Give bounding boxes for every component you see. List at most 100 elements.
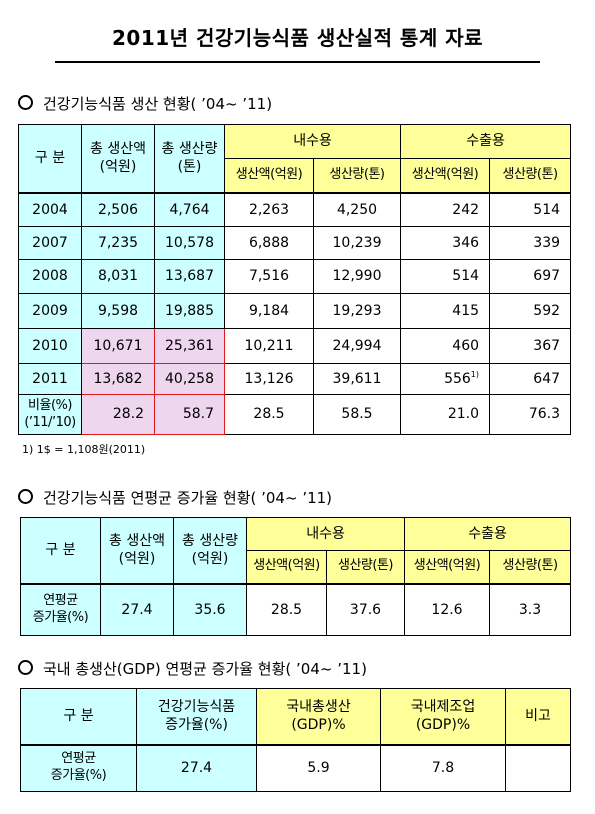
table-row: 2009 9,598 19,885 9,184 19,293 415 592 [18, 293, 572, 329]
cell-dom-amount: 13,126 [224, 363, 314, 395]
row-label: 연평균 증가율(%) [20, 582, 101, 636]
section1-heading-text: 건강기능식품 생산 현황( ’04~ ’11) [43, 95, 273, 113]
cell-exp-qty: 697 [489, 259, 572, 294]
cell-dom-amount: 9,184 [224, 293, 314, 329]
cell-dom-qty: 24,994 [312, 328, 402, 364]
header-dom-amount: 생산액(억원) [246, 550, 327, 584]
row-year: 2004 [18, 191, 82, 227]
header-dom-qty: 생산량(톤) [312, 158, 402, 193]
cell-dom-amount: 10,211 [224, 328, 314, 364]
header-exp-qty: 생산량(톤) [489, 550, 572, 584]
ratio-row: 비율(%) (’11/’10) 28.2 58.7 28.5 58.5 21.0 … [18, 394, 572, 435]
cell-exp-amount: 514 [400, 259, 491, 294]
cell-exp-qty: 514 [489, 191, 572, 227]
table-row: 2004 2,506 4,764 2,263 4,250 242 514 [18, 191, 572, 227]
cell-exp-amount: 415 [400, 293, 491, 329]
cell-dom-qty: 10,239 [312, 226, 402, 260]
header-manufacturing: 국내제조업 (GDP)% [380, 688, 506, 745]
growth-table: 구 분 총 생산액 (억원) 총 생산량 (억원) 내수용 수출용 생산액(억원) … [20, 517, 572, 636]
table-row: 연평균 증가율(%) 27.4 35.6 28.5 37.6 12.6 3.3 [20, 582, 572, 636]
row-year: 2007 [18, 226, 82, 260]
cell-dom-qty: 37.6 [325, 582, 406, 636]
header-domestic: 내수용 [223, 124, 402, 159]
cell-total-amount: 8,031 [81, 259, 155, 294]
header-export: 수출용 [400, 124, 572, 159]
cell-health-growth: 27.4 [136, 743, 257, 792]
section3-heading: 국내 총생산(GDP) 연평균 증가율 현황( ’04~ ’11) [18, 658, 367, 679]
cell-dom-amount: 6,888 [224, 226, 314, 260]
cell-ratio-exp-amount: 21.0 [400, 394, 491, 435]
row-year: 2009 [18, 293, 82, 329]
cell-total-qty: 10,578 [154, 226, 225, 260]
cell-note [505, 743, 571, 792]
cell-total-qty: 4,764 [154, 191, 225, 227]
cell-total-qty: 40,258 [154, 363, 225, 395]
cell-dom-qty: 4,250 [312, 191, 402, 227]
cell-total-qty: 19,885 [154, 293, 225, 329]
cell-total-qty: 35.6 [173, 582, 247, 636]
cell-exp-qty: 647 [489, 363, 572, 395]
section3-heading-text: 국내 총생산(GDP) 연평균 증가율 현황( ’04~ ’11) [43, 660, 367, 678]
circle-bullet-icon [18, 660, 33, 675]
cell-dom-qty: 19,293 [312, 293, 402, 329]
cell-exp-qty: 339 [489, 226, 572, 260]
table-row: 연평균 증가율(%) 27.4 5.9 7.8 [20, 743, 571, 792]
cell-total-amount: 2,506 [81, 191, 155, 227]
header-dom-qty: 생산량(톤) [325, 550, 406, 584]
cell-exp-amount: 346 [400, 226, 491, 260]
header-note: 비고 [505, 688, 571, 745]
cell-ratio-total-qty: 58.7 [154, 394, 225, 435]
cell-ratio-dom-amount: 28.5 [224, 394, 314, 435]
header-gubun: 구 분 [18, 124, 82, 193]
cell-ratio-exp-qty: 76.3 [489, 394, 572, 435]
cell-exp-qty: 367 [489, 328, 572, 364]
production-table: 구 분 총 생산액 (억원) 총 생산량 (톤) 내수용 수출용 생산액(억원) 생… [18, 124, 572, 435]
cell-total-amount: 9,598 [81, 293, 155, 329]
cell-dom-amount: 2,263 [224, 191, 314, 227]
section2-heading-text: 건강기능식품 연평균 증가율 현황( ’04~ ’11) [43, 489, 333, 507]
cell-dom-qty: 39,611 [312, 363, 402, 395]
cell-exp-amount: 242 [400, 191, 491, 227]
section1-heading: 건강기능식품 생산 현황( ’04~ ’11) [18, 93, 272, 114]
header-gdp: 국내총생산 (GDP)% [256, 688, 381, 745]
page-title: 2011년 건강기능식품 생산실적 통계 자료 [111, 26, 483, 50]
header-total-amount: 총 생산액 (억원) [81, 124, 155, 193]
header-total-qty: 총 생산량 (톤) [154, 124, 225, 193]
table-row: 2007 7,235 10,578 6,888 10,239 346 339 [18, 226, 572, 260]
row-year: 2011 [18, 363, 82, 395]
cell-dom-amount: 7,516 [224, 259, 314, 294]
table-row: 2010 10,671 25,361 10,211 24,994 460 367 [18, 328, 572, 364]
cell-total-amount: 7,235 [81, 226, 155, 260]
cell-dom-amount: 28.5 [246, 582, 327, 636]
header-exp-qty: 생산량(톤) [489, 158, 572, 193]
cell-exp-amount: 5561) [400, 363, 491, 395]
cell-total-amount: 27.4 [100, 582, 174, 636]
cell-manufacturing: 7.8 [380, 743, 506, 792]
gdp-table: 구 분 건강기능식품 증가율(%) 국내총생산 (GDP)% 국내제조업 (GDP)%… [20, 688, 571, 792]
cell-ratio-dom-qty: 58.5 [312, 394, 402, 435]
cell-ratio-total-amount: 28.2 [81, 394, 155, 435]
exchange-rate-note: 1) 1$ = 1,108원(2011) [22, 443, 146, 456]
header-export: 수출용 [404, 517, 572, 551]
cell-total-qty: 25,361 [154, 328, 225, 364]
title-underline [55, 61, 540, 63]
cell-gdp: 5.9 [256, 743, 381, 792]
header-exp-amount: 생산액(억원) [404, 550, 491, 584]
cell-total-qty: 13,687 [154, 259, 225, 294]
cell-dom-qty: 12,990 [312, 259, 402, 294]
header-health-growth: 건강기능식품 증가율(%) [136, 688, 257, 745]
table-row: 2011 13,682 40,258 13,126 39,611 5561) 6… [18, 363, 572, 395]
row-ratio-label: 비율(%) (’11/’10) [18, 394, 82, 435]
cell-exp-qty: 3.3 [489, 582, 572, 636]
cell-exp-amount: 460 [400, 328, 491, 364]
cell-total-amount: 10,671 [81, 328, 155, 364]
cell-exp-qty: 592 [489, 293, 572, 329]
circle-bullet-icon [18, 489, 33, 504]
header-dom-amount: 생산액(억원) [224, 158, 314, 193]
cell-exp-amount: 12.6 [404, 582, 491, 636]
header-gubun: 구 분 [20, 517, 101, 584]
table-row: 2008 8,031 13,687 7,516 12,990 514 697 [18, 259, 572, 294]
circle-bullet-icon [18, 95, 33, 110]
row-year: 2010 [18, 328, 82, 364]
header-gubun: 구 분 [20, 688, 137, 745]
